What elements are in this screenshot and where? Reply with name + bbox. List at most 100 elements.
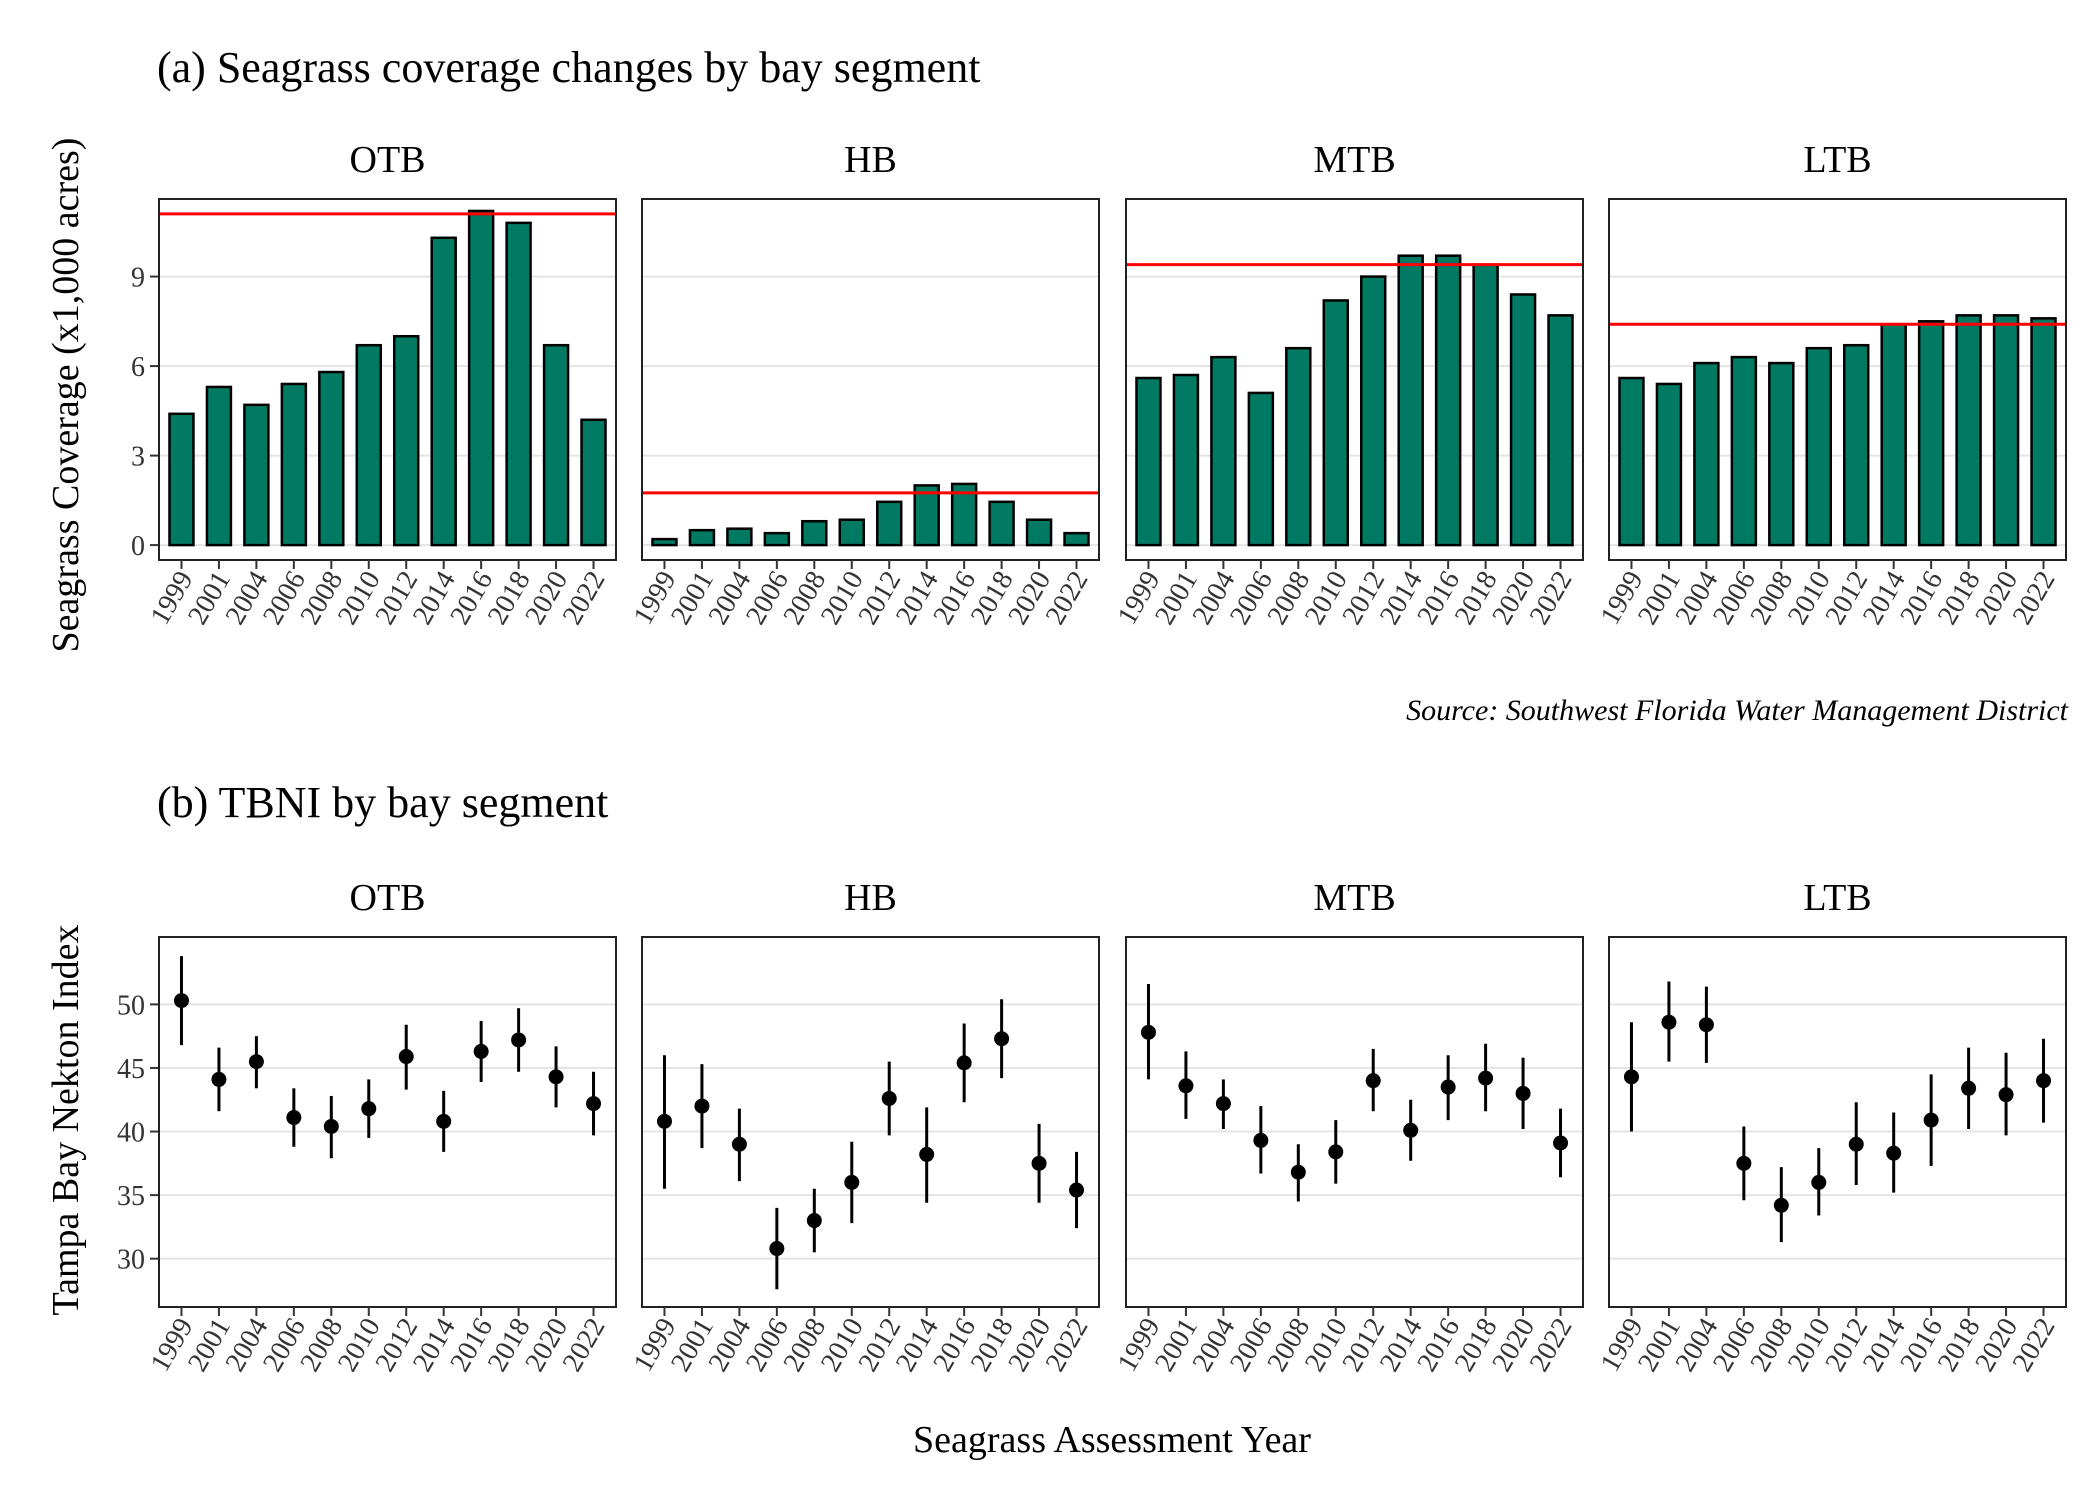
bar xyxy=(1025,518,1053,547)
facet-ltb: LTB1999200120042006200820102012201420162… xyxy=(1595,877,2067,1377)
data-point xyxy=(1886,1145,1902,1161)
y-tick-label: 3 xyxy=(131,442,145,473)
bar xyxy=(1063,531,1090,547)
facet-strip-label: HB xyxy=(844,139,897,181)
data-point xyxy=(2036,1073,2052,1089)
facet-mtb: MTB1999200120042006200820102012201420162… xyxy=(1112,139,1584,630)
data-point xyxy=(1661,1014,1677,1030)
bar xyxy=(1322,299,1350,547)
data-point xyxy=(1328,1144,1344,1160)
facet-strip-label: OTB xyxy=(350,877,426,919)
facet-hb: HB19992001200420062008201020122014201620… xyxy=(628,139,1100,630)
bar xyxy=(580,418,607,547)
facet-strip-label: HB xyxy=(844,877,897,919)
bar xyxy=(1547,314,1574,547)
x-tick-label: 2022 xyxy=(2007,1313,2062,1377)
data-point xyxy=(1031,1155,1047,1171)
facet-frame xyxy=(1125,198,1584,561)
chart-a-facets: OTB0369199920012004200620082010201220142… xyxy=(131,139,2067,630)
bar xyxy=(988,500,1015,547)
bar xyxy=(1805,346,1833,547)
y-tick-label: 45 xyxy=(117,1054,145,1085)
y-tick-label: 0 xyxy=(131,531,145,562)
bar xyxy=(243,403,270,547)
data-point xyxy=(1736,1155,1752,1171)
data-point xyxy=(1515,1085,1531,1101)
bar xyxy=(1842,343,1870,547)
data-point xyxy=(1290,1164,1306,1180)
data-point xyxy=(511,1032,527,1048)
data-point xyxy=(548,1069,564,1085)
chart-a-ylabel: Seagrass Coverage (x1,000 acres) xyxy=(45,138,87,653)
x-tick-label: 2022 xyxy=(1524,566,1579,630)
data-point xyxy=(1623,1069,1639,1085)
chart-b-title: (b) TBNI by bay segment xyxy=(157,778,608,827)
data-point xyxy=(1069,1182,1085,1198)
bar xyxy=(1397,254,1424,547)
data-point xyxy=(361,1101,377,1117)
facet-frame xyxy=(158,198,617,561)
chart-b-tbni: (b) TBNI by bay segment Tampa Bay Nekton… xyxy=(45,778,2067,1461)
facet-strip-label: MTB xyxy=(1313,877,1395,919)
bar xyxy=(688,528,716,547)
x-tick-label: 2022 xyxy=(1040,1313,1095,1377)
bar xyxy=(505,221,532,547)
y-tick-label: 40 xyxy=(117,1118,145,1149)
data-point xyxy=(806,1213,822,1229)
data-point xyxy=(1773,1197,1789,1213)
bar xyxy=(2030,317,2057,547)
bar xyxy=(1285,346,1312,547)
chart-a-caption: Source: Southwest Florida Water Manageme… xyxy=(1406,694,2069,727)
data-point xyxy=(1961,1080,1977,1096)
data-point xyxy=(1478,1070,1494,1086)
bar xyxy=(1135,376,1162,547)
data-point xyxy=(211,1071,227,1087)
bar xyxy=(1955,314,1982,547)
x-tick-label: 2022 xyxy=(2007,566,2062,630)
facet-frame xyxy=(1608,198,2067,561)
facet-frame xyxy=(641,936,1100,1308)
data-point xyxy=(1215,1096,1231,1112)
facet-strip-label: LTB xyxy=(1803,877,1871,919)
data-point xyxy=(1253,1132,1269,1148)
data-point xyxy=(1848,1136,1864,1152)
x-tick-label: 2022 xyxy=(1524,1313,1579,1377)
data-point xyxy=(436,1113,452,1129)
facet-frame xyxy=(641,198,1100,561)
data-point xyxy=(1553,1135,1569,1151)
data-point xyxy=(881,1090,897,1106)
chart-b-xlabel: Seagrass Assessment Year xyxy=(913,1419,1311,1461)
bar xyxy=(1509,293,1537,547)
facet-mtb: MTB1999200120042006200820102012201420162… xyxy=(1112,877,1584,1377)
data-point xyxy=(1178,1078,1194,1094)
y-tick-label: 50 xyxy=(117,990,145,1021)
bar xyxy=(318,370,345,547)
facet-ltb: LTB1999200120042006200820102012201420162… xyxy=(1595,139,2067,630)
y-tick-label: 30 xyxy=(117,1245,145,1276)
bar xyxy=(1880,323,1907,547)
data-point xyxy=(473,1043,489,1059)
facet-frame xyxy=(158,936,617,1308)
x-tick-label: 2022 xyxy=(1040,566,1095,630)
data-point xyxy=(1998,1087,2014,1103)
data-point xyxy=(769,1241,785,1257)
chart-a-seagrass-coverage: (a) Seagrass coverage changes by bay seg… xyxy=(45,43,2069,727)
bar xyxy=(726,527,753,547)
bar xyxy=(205,385,233,547)
chart-b-ylabel: Tampa Bay Nekton Index xyxy=(45,925,87,1316)
y-tick-label: 6 xyxy=(131,352,145,383)
data-point xyxy=(1140,1024,1156,1040)
x-tick-label: 2022 xyxy=(557,566,612,630)
data-point xyxy=(1365,1073,1381,1089)
data-point xyxy=(1403,1122,1419,1138)
facet-frame xyxy=(1125,936,1584,1308)
bar xyxy=(1730,355,1758,547)
data-point xyxy=(1440,1079,1456,1095)
bar xyxy=(1768,361,1795,547)
data-point xyxy=(586,1096,602,1112)
bar xyxy=(763,531,791,547)
data-point xyxy=(694,1098,710,1114)
data-point xyxy=(286,1110,302,1126)
bar xyxy=(280,382,308,547)
